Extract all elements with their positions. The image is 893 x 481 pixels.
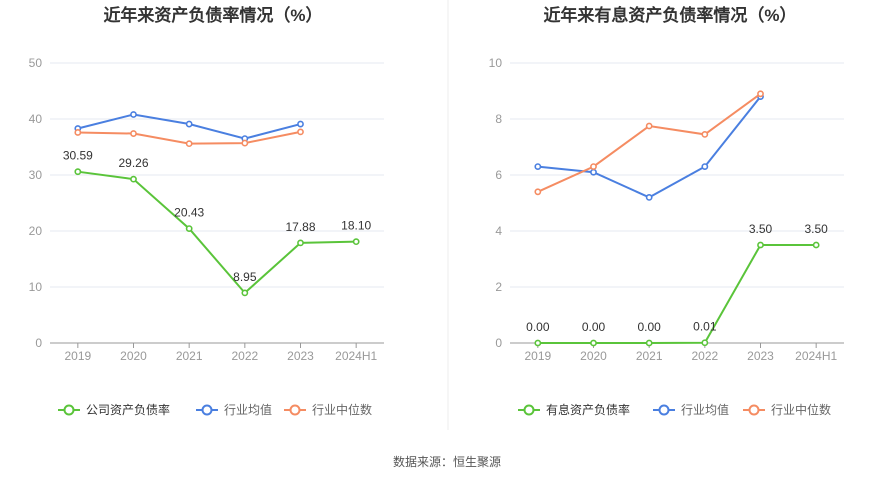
data-point[interactable] — [534, 339, 542, 347]
legend-label: 行业均值 — [681, 402, 729, 417]
x-tick-label: 2019 — [64, 349, 91, 363]
data-label: 30.59 — [63, 149, 93, 163]
legend-marker — [289, 404, 301, 416]
x-tick-label: 2020 — [580, 349, 607, 363]
data-point[interactable] — [590, 339, 597, 347]
series-line — [537, 244, 817, 344]
data-point[interactable] — [297, 239, 304, 247]
data-point[interactable] — [297, 128, 304, 136]
x-tick-label: 2024H1 — [795, 349, 837, 363]
data-point[interactable] — [534, 163, 542, 170]
data-label: 0.00 — [526, 320, 550, 334]
legend-marker — [523, 404, 535, 416]
data-point[interactable] — [701, 163, 709, 170]
y-tick-label: 2 — [495, 280, 502, 294]
data-label: 3.50 — [804, 222, 828, 236]
data-label: 0.01 — [693, 320, 717, 334]
data-point[interactable] — [645, 339, 653, 347]
data-point[interactable] — [130, 111, 137, 118]
y-tick-label: 10 — [489, 56, 503, 70]
series-line — [77, 170, 357, 295]
legend-item[interactable]: 行业中位数 — [743, 402, 831, 417]
data-point[interactable] — [812, 241, 820, 249]
y-tick-label: 10 — [29, 280, 43, 294]
data-point[interactable] — [74, 168, 82, 176]
legend-marker — [658, 404, 670, 416]
data-point[interactable] — [185, 120, 193, 128]
legend-item[interactable]: 行业均值 — [653, 402, 729, 417]
data-point[interactable] — [241, 289, 249, 297]
data-point[interactable] — [757, 241, 764, 249]
legend-label: 行业中位数 — [312, 402, 372, 417]
data-point[interactable] — [645, 193, 653, 201]
y-tick-label: 50 — [29, 56, 43, 70]
legend-marker — [63, 404, 75, 416]
legend-label: 有息资产负债率 — [546, 402, 630, 417]
x-tick-label: 2021 — [636, 349, 663, 363]
data-point[interactable] — [74, 129, 82, 136]
data-point[interactable] — [241, 139, 249, 147]
legend-label: 行业中位数 — [771, 402, 831, 417]
data-point[interactable] — [185, 225, 193, 232]
y-tick-label: 40 — [29, 112, 43, 126]
chart-title: 近年来资产负债率情况（%） — [103, 5, 322, 25]
legend-item[interactable]: 公司资产负债率 — [58, 402, 170, 417]
data-point[interactable] — [534, 188, 542, 196]
data-point[interactable] — [590, 168, 597, 176]
data-point[interactable] — [590, 163, 597, 170]
data-point[interactable] — [645, 122, 653, 130]
legend-label: 公司资产负债率 — [86, 402, 170, 417]
legend-label: 行业均值 — [224, 402, 272, 417]
data-point[interactable] — [757, 90, 764, 98]
x-tick-label: 2021 — [176, 349, 203, 363]
y-tick-label: 4 — [495, 224, 502, 238]
data-point[interactable] — [701, 130, 709, 138]
data-label: 20.43 — [174, 206, 204, 220]
source-note: 数据来源：恒生聚源 — [393, 454, 501, 469]
data-label: 17.88 — [285, 220, 315, 234]
y-tick-label: 8 — [495, 112, 502, 126]
data-point[interactable] — [130, 175, 137, 183]
data-point[interactable] — [297, 120, 304, 128]
y-tick-label: 20 — [29, 224, 43, 238]
x-tick-label: 2022 — [691, 349, 718, 363]
legend-item[interactable]: 行业中位数 — [284, 402, 372, 417]
x-tick-label: 2020 — [120, 349, 147, 363]
x-tick-label: 2024H1 — [335, 349, 377, 363]
right-chart-panel: 近年来有息资产负债率情况（%） 0 2 4 6 8 10 2019 2020 2021 2022 20… — [489, 5, 844, 417]
legend-item[interactable]: 行业均值 — [196, 402, 272, 417]
data-label: 0.00 — [582, 320, 606, 334]
left-chart-panel: 近年来资产负债率情况（%） 0 10 20 30 40 50 2019 2020 2021 2022… — [29, 5, 384, 417]
data-point[interactable] — [701, 339, 709, 347]
legend-marker — [201, 404, 213, 416]
data-point[interactable] — [130, 130, 137, 137]
data-label: 29.26 — [118, 156, 148, 170]
y-tick-label: 30 — [29, 168, 43, 182]
data-point[interactable] — [185, 140, 193, 148]
legend-item[interactable]: 有息资产负债率 — [518, 402, 630, 417]
chart-title: 近年来有息资产负债率情况（%） — [543, 5, 796, 25]
x-tick-label: 2019 — [524, 349, 551, 363]
data-point[interactable] — [352, 238, 360, 246]
data-label: 3.50 — [749, 222, 773, 236]
data-label: 0.00 — [637, 320, 661, 334]
y-tick-label: 0 — [495, 336, 502, 350]
y-tick-label: 0 — [35, 336, 42, 350]
series-line — [537, 95, 762, 199]
data-label: 18.10 — [341, 219, 371, 233]
legend-marker — [748, 404, 760, 416]
y-tick-label: 6 — [495, 168, 502, 182]
x-tick-label: 2023 — [747, 349, 774, 363]
series-line — [537, 92, 762, 193]
x-tick-label: 2023 — [287, 349, 314, 363]
data-label: 8.95 — [233, 270, 257, 284]
x-tick-label: 2022 — [231, 349, 258, 363]
